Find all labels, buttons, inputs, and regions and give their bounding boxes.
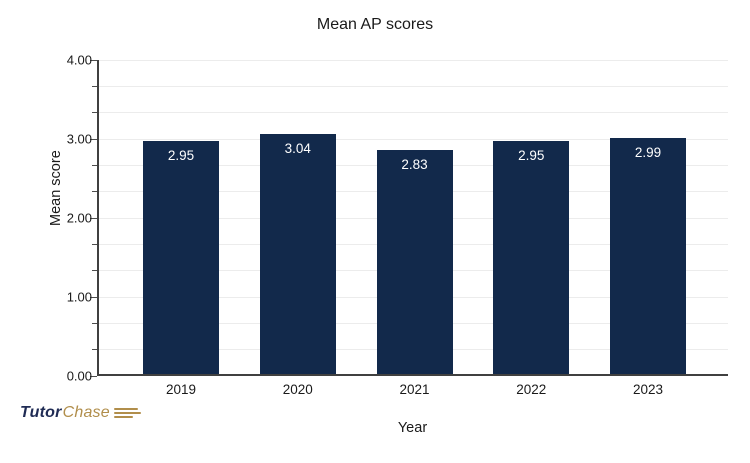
y-tick-label: 1.00 <box>66 289 92 305</box>
grid-line <box>99 112 728 114</box>
grid-line <box>99 85 728 87</box>
y-minor-tick <box>92 349 97 351</box>
bar-value-label: 2.83 <box>401 157 428 173</box>
y-major-tick <box>90 138 97 140</box>
y-minor-tick <box>92 112 97 114</box>
x-tick-label: 2022 <box>516 382 547 397</box>
logo-speed-lines-icon <box>113 408 141 418</box>
bar-2021: 2.83 <box>376 150 453 374</box>
y-minor-tick <box>92 85 97 87</box>
chart-title: Mean AP scores <box>316 16 434 33</box>
grid-line <box>99 59 728 61</box>
plot-area: 4.00 3.00 2.00 1.00 0.00 2.95 2019 3.04 2020 2.83… <box>67 53 728 397</box>
y-minor-tick <box>92 243 97 245</box>
tutorchase-logo: Tutor Chase <box>20 404 141 422</box>
y-tick-label: 0.00 <box>66 368 92 384</box>
y-tick-label: 3.00 <box>66 131 92 147</box>
y-major-tick <box>90 217 97 219</box>
x-tick-label: 2023 <box>632 382 664 397</box>
x-tick-label: 2019 <box>165 382 197 397</box>
y-major-tick <box>90 59 97 61</box>
y-minor-tick <box>92 164 97 166</box>
y-tick-label: 2.00 <box>66 210 92 226</box>
bar-2022: 2.95 <box>493 140 570 374</box>
x-tick-label: 2020 <box>282 382 313 397</box>
logo-text-chase: Chase <box>62 404 110 421</box>
bar-value-label: 2.95 <box>167 147 195 163</box>
bar-2019: 2.95 <box>143 140 219 374</box>
y-minor-tick <box>92 322 97 324</box>
y-major-tick <box>90 375 97 377</box>
y-minor-tick <box>92 270 97 272</box>
bar-2023: 2.99 <box>610 137 686 374</box>
y-major-tick <box>90 296 97 298</box>
bar-2020: 3.04 <box>259 133 336 374</box>
logo-text-tutor: Tutor <box>20 404 62 421</box>
y-minor-tick <box>92 191 97 193</box>
bar-value-label: 2.95 <box>518 147 545 163</box>
bar-value-label: 3.04 <box>284 140 311 156</box>
x-tick-label: 2021 <box>399 382 430 397</box>
y-tick-label: 4.00 <box>66 52 92 68</box>
bar-value-label: 2.99 <box>634 144 662 160</box>
x-axis-title: Year <box>397 420 428 436</box>
